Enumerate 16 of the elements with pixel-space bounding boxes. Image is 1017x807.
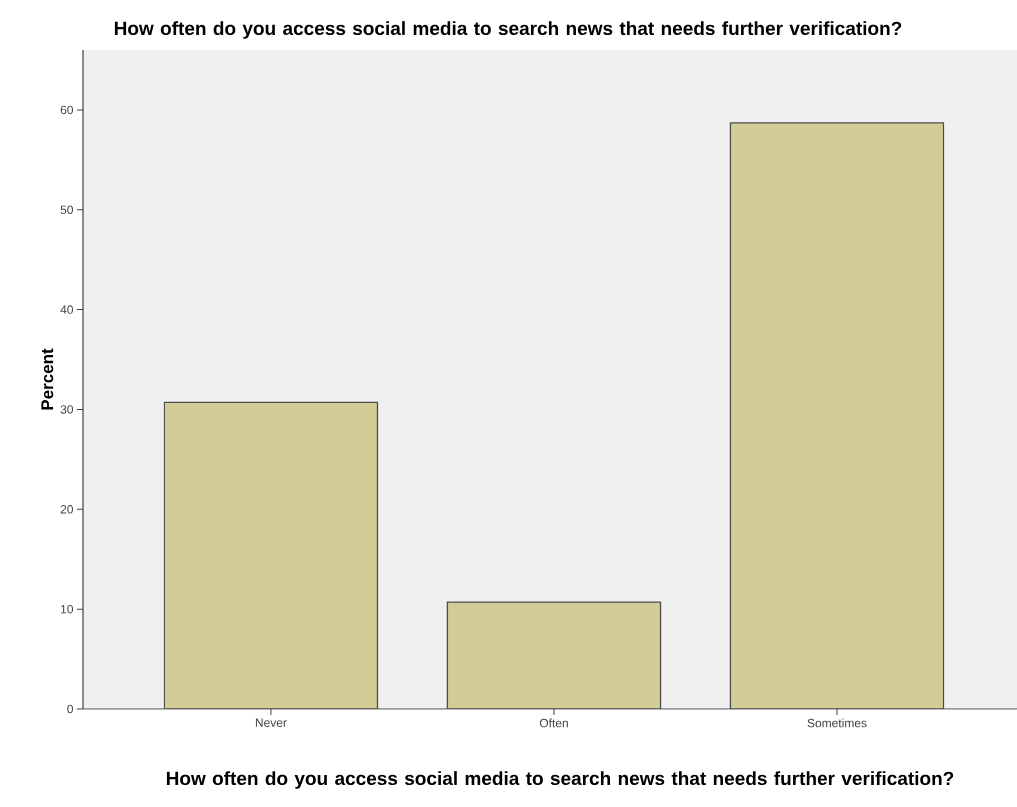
y-tick-label: 40	[60, 305, 73, 314]
bar	[729, 122, 945, 709]
x-tick-label: Often	[539, 718, 568, 728]
y-tick-label: 0	[67, 704, 74, 714]
chart-title: How often do you access social media to search news that needs further verification?	[114, 21, 902, 39]
bar	[163, 401, 379, 709]
y-tick-label: 30	[60, 405, 73, 414]
x-tick-label: Sometimes	[807, 718, 867, 728]
y-tick-label: 10	[61, 604, 73, 614]
y-axis-title: Percent	[41, 348, 54, 410]
y-tick-label: 60	[60, 105, 73, 115]
bar	[446, 601, 662, 709]
x-tick-label: Never	[255, 718, 287, 727]
x-axis-title: How often do you access social media to search news that needs further verification?	[166, 771, 954, 789]
y-tick-label: 50	[60, 205, 73, 214]
y-tick-label: 20	[60, 505, 73, 514]
